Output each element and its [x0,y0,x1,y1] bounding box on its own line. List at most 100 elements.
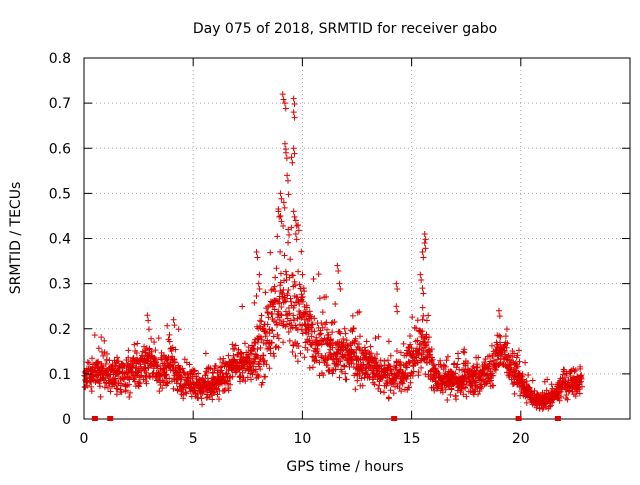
y-tick-label: 0.6 [49,141,71,157]
data-point [572,367,579,374]
data-point [448,386,455,393]
data-point [209,396,216,403]
data-point [394,308,401,315]
data-point [270,301,277,308]
data-point [286,337,293,344]
data-point [288,298,295,305]
data-point [277,282,284,289]
data-point [277,190,284,197]
data-point [151,339,158,346]
data-point [390,390,397,397]
data-point [408,344,415,351]
data-point [368,350,375,357]
chart-title: Day 075 of 2018, SRMTID for receiver gab… [193,21,497,37]
data-point [253,249,260,256]
data-point [181,370,188,377]
data-point [420,312,427,319]
data-point [282,268,289,275]
data-point [375,333,382,340]
data-point [409,314,416,321]
data-point [494,356,501,363]
data-point [366,374,373,381]
data-point [154,361,161,368]
data-point [104,350,111,357]
data-point [525,371,532,378]
data-point [349,312,356,319]
data-point [308,324,315,331]
data-point [176,371,183,378]
data-point [329,370,336,377]
data-point [274,298,281,305]
data-point [419,351,426,358]
data-point [266,365,273,372]
data-point [549,399,556,406]
data-point [227,381,234,388]
data-point [337,358,344,365]
data-point [175,326,182,333]
data-point [547,402,554,409]
data-point [309,353,316,360]
data-point [155,335,162,342]
data-point [470,363,477,370]
data-point [544,376,551,383]
data-point [474,364,481,371]
data-point [280,339,287,346]
data-point [161,368,168,375]
data-point [262,373,269,380]
data-point [292,230,299,237]
data-point [283,271,290,278]
data-point [106,375,113,382]
data-point [95,345,102,352]
data-point [519,373,526,380]
data-point [540,404,547,411]
data-point [125,354,132,361]
data-point [497,333,504,340]
data-point [423,359,430,366]
data-point [96,383,103,390]
data-point [455,355,462,362]
data-point [214,391,221,398]
data-point [284,172,291,179]
data-point [317,330,324,337]
data-point [290,208,297,215]
data-point [516,358,523,365]
data-point [487,358,494,365]
data-point [272,288,279,295]
data-point [103,356,110,363]
data-point [295,342,302,349]
data-point [442,386,449,393]
data-point [292,217,299,224]
data-point [488,377,495,384]
data-point [256,286,263,293]
data-point [337,330,344,337]
data-point [285,239,292,246]
data-point [406,359,413,366]
x-tick-label: 15 [403,431,421,447]
data-point [257,317,264,324]
data-point [341,325,348,332]
data-point [332,301,339,308]
data-point [486,378,493,385]
data-point [350,325,357,332]
data-point [399,380,406,387]
data-point [355,340,362,347]
data-point [297,285,304,292]
data-point [444,353,451,360]
data-point [135,368,142,375]
data-point [340,336,347,343]
data-point [400,340,407,347]
data-point [238,350,245,357]
data-point [334,350,341,357]
data-point [384,380,391,387]
data-point [342,330,349,337]
data-point [278,218,285,225]
data-point [261,357,268,364]
data-point [259,379,266,386]
data-points [81,91,586,412]
data-point [145,317,152,324]
data-point [260,352,267,359]
data-point [272,344,279,351]
data-point [324,355,331,362]
data-point [490,382,497,389]
x-tick-label: 20 [512,431,530,447]
